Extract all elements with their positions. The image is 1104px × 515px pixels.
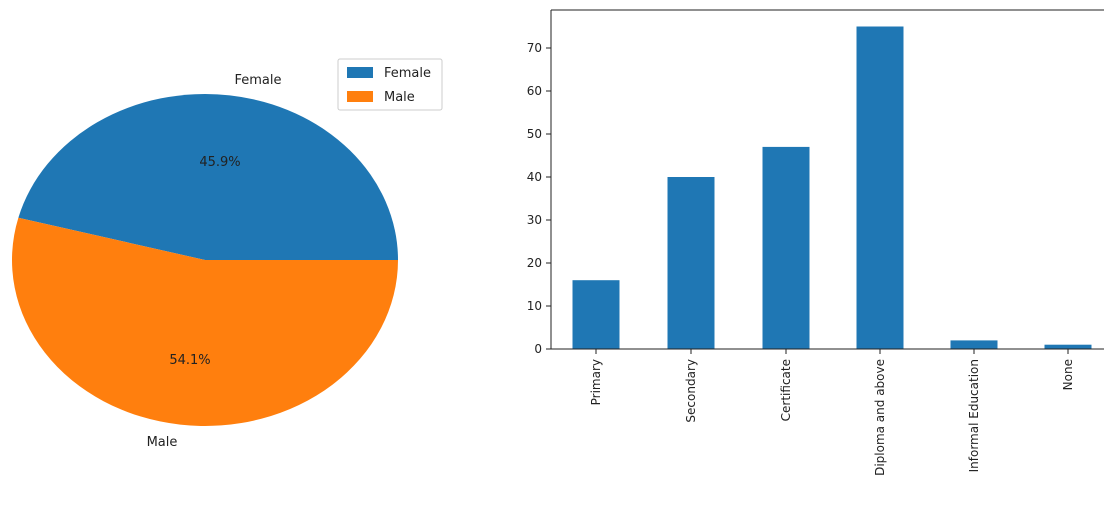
bars (572, 26, 1092, 349)
bar-secondary (667, 177, 715, 349)
x-tick-label: Secondary (684, 359, 698, 423)
legend-swatch-male (347, 91, 373, 102)
pie-chart: Female Male 45.9% 54.1% Female Male (12, 58, 443, 450)
legend-label-male: Male (384, 90, 415, 105)
bar-primary (572, 280, 620, 349)
bar-certificate (762, 146, 810, 349)
y-tick-label: 50 (527, 127, 542, 141)
x-tick-label: Certificate (779, 359, 793, 421)
x-tick-label: Primary (589, 359, 603, 405)
pie-label-male: Male (147, 435, 178, 450)
x-tick-label: Informal Education (967, 359, 981, 472)
pie-slice-female (18, 93, 398, 260)
x-tick-label: None (1061, 359, 1075, 390)
bar-none (1044, 344, 1092, 349)
pie-slice-male (12, 217, 399, 426)
pie-legend: Female Male (337, 58, 443, 111)
x-axis: Primary Secondary Certificate Diploma and a… (589, 349, 1075, 476)
y-tick-label: 30 (527, 213, 542, 227)
y-tick-label: 70 (527, 41, 542, 55)
pie-slices (12, 93, 399, 426)
legend-swatch-female (347, 67, 373, 78)
bar-informal-education (950, 340, 998, 349)
legend-label-female: Female (384, 66, 431, 81)
y-tick-label: 20 (527, 256, 542, 270)
y-tick-label: 0 (534, 342, 542, 356)
y-tick-label: 10 (527, 299, 542, 313)
bar-chart: 0 10 20 30 40 50 60 70 Primary Secondary Certific… (527, 9, 1104, 476)
pie-pct-female: 45.9% (199, 155, 240, 170)
y-tick-label: 60 (527, 84, 542, 98)
y-axis: 0 10 20 30 40 50 60 70 (527, 41, 551, 356)
x-tick-label: Diploma and above (873, 359, 887, 476)
pie-pct-male: 54.1% (169, 353, 210, 368)
bar-diploma-and-above (856, 26, 904, 349)
pie-label-female: Female (234, 73, 281, 88)
y-tick-label: 40 (527, 170, 542, 184)
